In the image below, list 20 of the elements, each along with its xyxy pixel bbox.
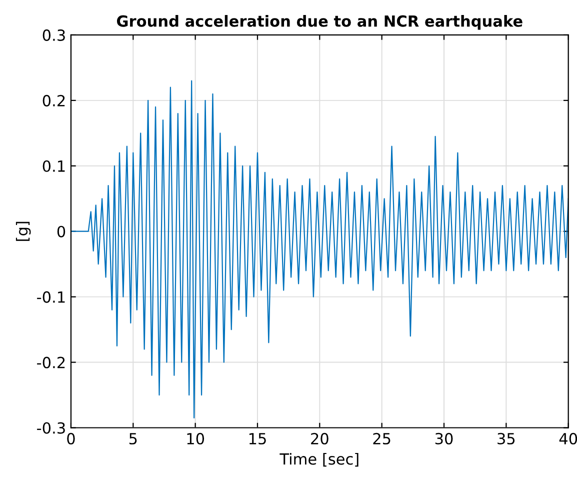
x-tick-label: 30 [435, 432, 453, 444]
x-tick-label: 40 [559, 432, 577, 444]
y-tick-label: 0.2 [42, 94, 65, 106]
x-tick-label: 5 [129, 433, 137, 444]
x-tick-label: 20 [311, 432, 328, 444]
x-axis-title: Time [sec] [280, 452, 358, 467]
x-tick-label: 0 [67, 432, 75, 444]
y-tick-label: -0.3 [37, 422, 65, 434]
x-tick-label: 25 [373, 432, 390, 444]
y-tick-label: 0.3 [42, 29, 65, 41]
x-tick-label: 10 [187, 432, 204, 444]
line-series [70, 80, 568, 418]
x-tick-label: 15 [249, 433, 266, 444]
y-tick-label: -0.1 [37, 291, 65, 303]
y-axis-title: [g] [16, 222, 31, 241]
x-tick-label: 35 [498, 432, 515, 444]
y-tick-label: -0.2 [37, 356, 65, 368]
y-tick-label: 0.1 [42, 160, 65, 172]
chart-title: Ground acceleration due to an NCR earthquake [116, 15, 522, 30]
y-tick-label: 0 [57, 226, 66, 238]
